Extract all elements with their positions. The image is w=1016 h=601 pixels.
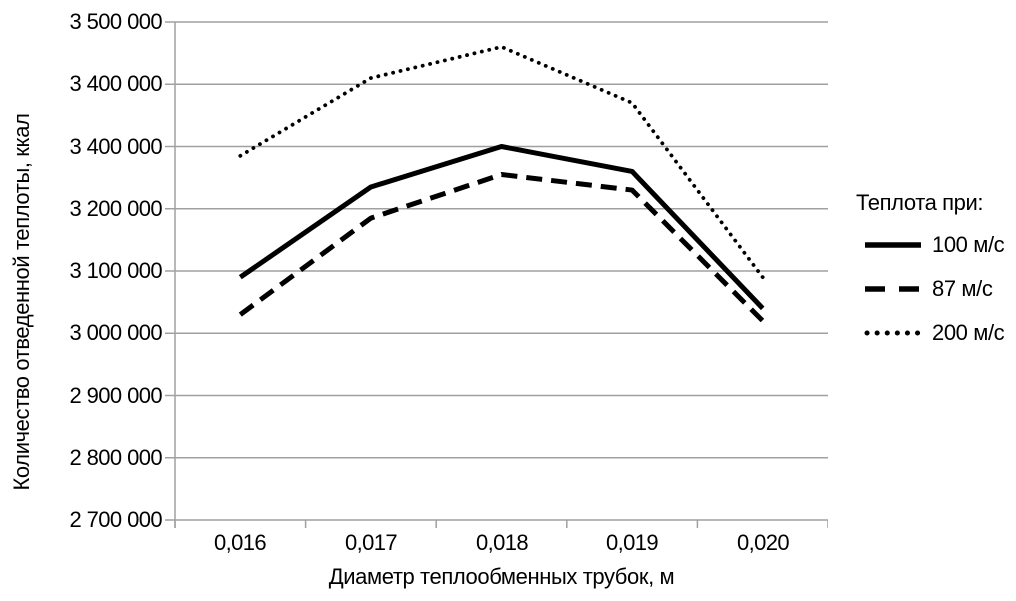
x-tick-label: 0,016 [213, 530, 267, 555]
y-tick-label: 3 000 000 [69, 320, 163, 345]
y-tick-label: 3 500 000 [69, 9, 163, 34]
legend-label: 100 м/с [932, 232, 1005, 257]
legend-item: 100 м/с [864, 229, 1005, 261]
y-tick-label: 2 900 000 [69, 383, 163, 408]
legend-item: 87 м/с [864, 273, 1004, 305]
x-tick-label: 0,019 [605, 530, 659, 555]
legend: Теплота при: 100 м/с 87 м/с 200 м/с [856, 190, 1005, 361]
solid-line-icon [865, 242, 921, 248]
y-axis-title: Количество отведенной теплоты, ккал [9, 113, 34, 491]
x-tick-label: 0,018 [475, 530, 529, 555]
legend-item: 200 м/с [864, 317, 1005, 349]
legend-title: Теплота при: [856, 190, 984, 215]
dashed-line-icon [865, 286, 919, 292]
y-tick-label: 2 700 000 [69, 507, 163, 532]
x-tick-label: 0,017 [344, 530, 398, 555]
x-tick-label: 0,020 [736, 530, 790, 555]
y-tick-label: 3 400 000 [69, 134, 163, 159]
series-line-dashed [238, 172, 765, 323]
legend-label: 87 м/с [932, 276, 993, 301]
series-line-dotted [238, 45, 765, 280]
y-tick-label: 3 200 000 [69, 196, 163, 221]
plot-area [165, 21, 828, 528]
y-tick-label: 3 100 000 [69, 258, 163, 283]
series-line-solid [238, 144, 765, 311]
y-tick-label: 3 400 000 [69, 71, 163, 96]
y-tick-label: 2 800 000 [69, 445, 163, 470]
dotted-line-icon [864, 330, 922, 336]
x-axis-title: Диаметр теплообменных трубок, м [328, 564, 675, 589]
legend-label: 200 м/с [932, 320, 1005, 345]
